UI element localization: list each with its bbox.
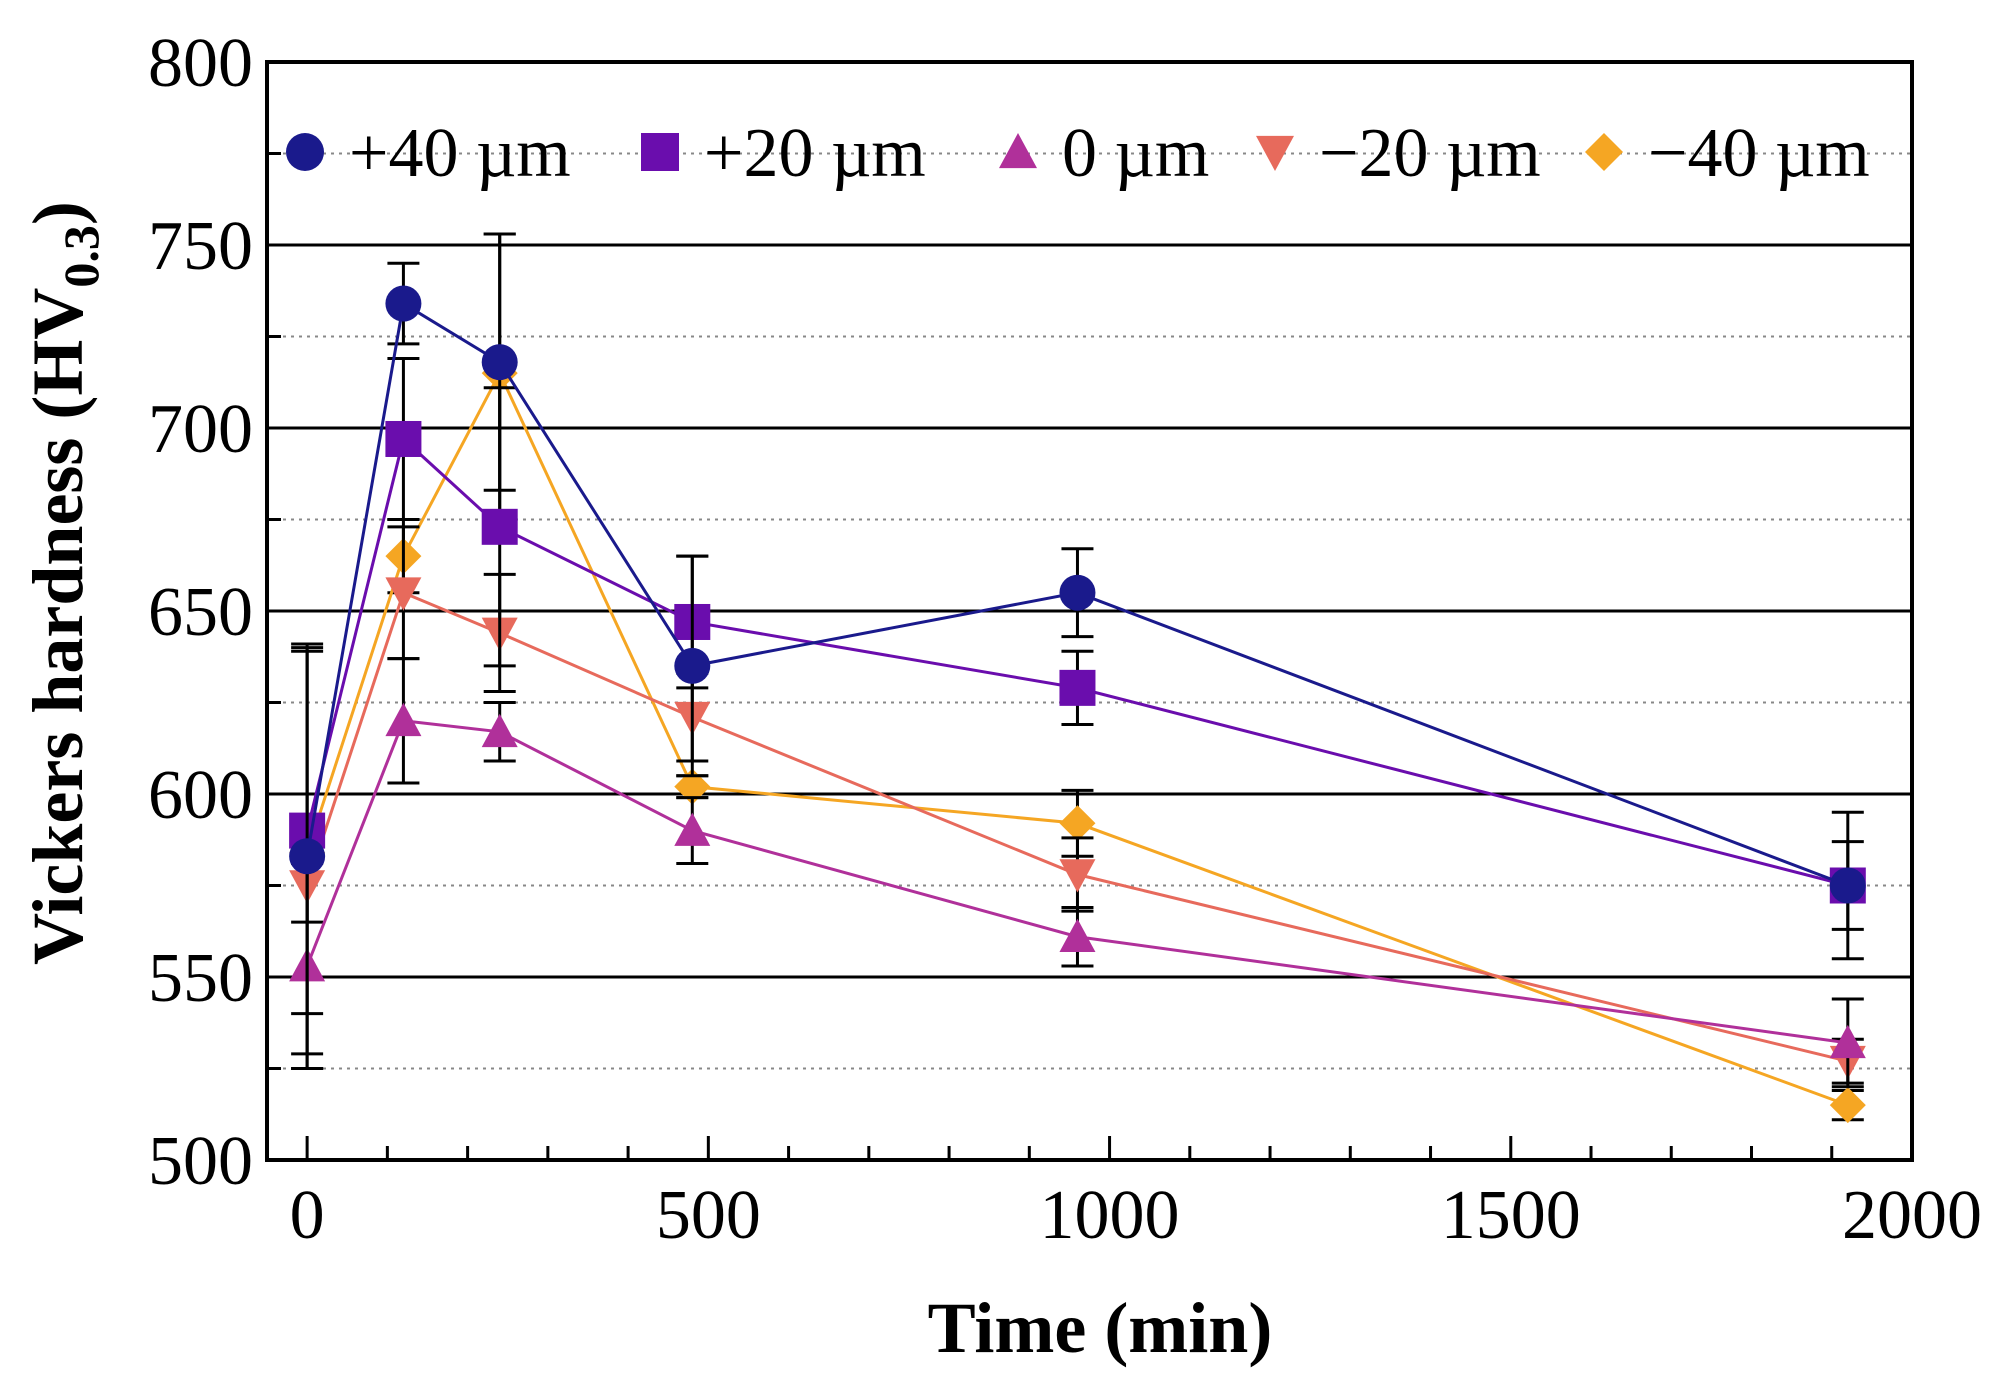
legend-label: 0 µm: [1062, 115, 1209, 192]
data-point: [1829, 867, 1866, 904]
legend-marker: [1256, 135, 1294, 171]
y-tick-label: 600: [148, 757, 253, 834]
y-tick-label: 700: [148, 391, 253, 468]
x-tick-label: 500: [656, 1177, 761, 1254]
data-point: [674, 647, 711, 684]
legend-marker: [1585, 133, 1623, 171]
series-line: [305, 719, 1849, 1045]
x-axis-title: Time (min): [928, 1288, 1273, 1368]
data-point: [674, 768, 711, 805]
series-line: [305, 369, 1849, 1107]
legend-marker: [999, 133, 1037, 169]
data-point: [1829, 1024, 1866, 1059]
series-0: [289, 232, 1866, 1070]
y-axis-title-close: ): [18, 201, 98, 225]
y-tick-label: 550: [148, 940, 253, 1017]
series-line: [305, 590, 1849, 1063]
series-layer: [289, 232, 1866, 1124]
data-point: [385, 285, 422, 322]
legend-label: −40 µm: [1648, 115, 1870, 192]
legend-marker: [286, 133, 324, 171]
data-point: [1059, 805, 1096, 842]
grid-layer: [267, 152, 1912, 1070]
series-2: [289, 657, 1866, 1089]
y-tick-label: 750: [148, 208, 253, 285]
y-tick-label: 800: [148, 25, 253, 102]
x-tick-label: 1000: [1040, 1177, 1180, 1254]
data-point: [385, 420, 422, 457]
data-point: [1059, 859, 1096, 893]
y-tick-label: 500: [148, 1123, 253, 1200]
data-point: [1059, 918, 1096, 953]
data-point: [481, 508, 518, 545]
data-point: [481, 713, 518, 748]
data-point: [385, 702, 422, 737]
y-axis-title-subscript: 0.3: [53, 225, 109, 288]
legend-marker: [641, 133, 679, 171]
legend-label: −20 µm: [1319, 115, 1541, 192]
data-point: [1059, 574, 1096, 611]
legend-label: +20 µm: [704, 115, 926, 192]
series-line: [305, 301, 1849, 887]
data-point: [289, 838, 326, 875]
series-line: [305, 436, 1849, 887]
legend-label: +40 µm: [349, 115, 571, 192]
data-point: [481, 344, 518, 381]
tick-layer: 500 550 600 650 700 750 800 0 500 1000 1500 2000: [148, 25, 1982, 1254]
x-tick-label: 2000: [1842, 1177, 1982, 1254]
data-point: [1059, 669, 1096, 706]
y-axis-title-main: Vickers hardness (HV: [18, 288, 98, 965]
data-point: [385, 577, 422, 611]
y-axis-title: Vickers hardness (HV0.3): [18, 201, 109, 965]
x-tick-label: 1500: [1441, 1177, 1581, 1254]
x-tick-label: 0: [290, 1177, 325, 1254]
data-point: [674, 812, 711, 846]
data-point: [1829, 1087, 1866, 1124]
legend: +40 µm +20 µm 0 µm −20 µm −40 µm: [286, 115, 1870, 192]
y-tick-label: 650: [148, 574, 253, 651]
